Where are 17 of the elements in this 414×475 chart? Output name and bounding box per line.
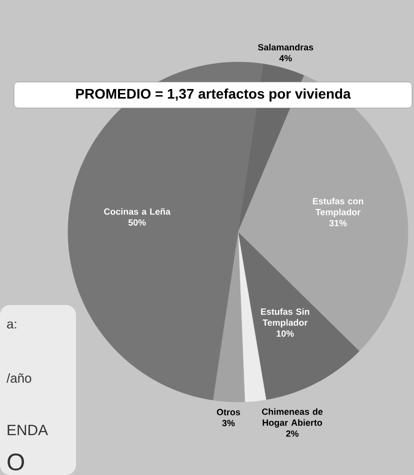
slice-label: Otros [216, 408, 240, 416]
text: PROMEDIO = 1,37 artefactos por vivienda [76, 88, 351, 102]
slice-label: Cocinas a Leña [104, 208, 171, 215]
text: O [8, 454, 24, 470]
data-label: 10% [276, 330, 294, 337]
text: ENDA [8, 424, 48, 436]
data-label: 2% [286, 430, 299, 437]
slice-label: Estufas Sin Templador [261, 308, 310, 328]
text: a: [7, 321, 16, 329]
slice-label: Estufas con Templador [312, 198, 364, 218]
text: /año [6, 373, 32, 383]
data-label: 4% [279, 55, 292, 62]
data-label: 50% [128, 219, 146, 226]
data-label: 31% [329, 220, 347, 226]
slice-label: Salamandras [258, 44, 314, 50]
slice-label: Chimeneas de Hogar Abierto [262, 408, 323, 428]
data-label: 3% [222, 420, 235, 426]
